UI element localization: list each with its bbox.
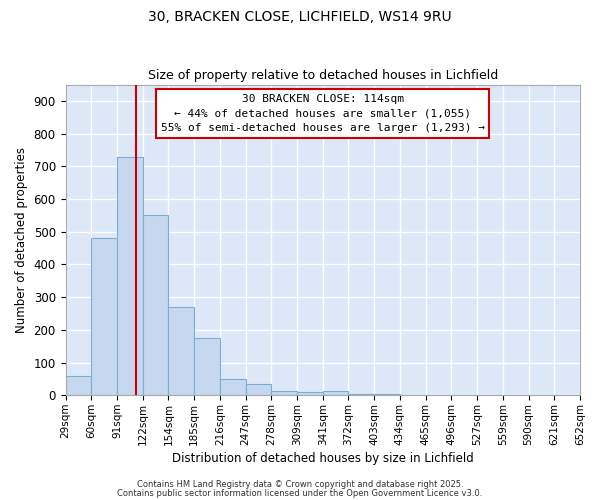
Bar xyxy=(271,392,297,396)
Bar xyxy=(374,394,400,396)
Text: 30 BRACKEN CLOSE: 114sqm
← 44% of detached houses are smaller (1,055)
55% of sem: 30 BRACKEN CLOSE: 114sqm ← 44% of detach… xyxy=(161,94,485,134)
Text: Contains public sector information licensed under the Open Government Licence v3: Contains public sector information licen… xyxy=(118,488,482,498)
Text: 30, BRACKEN CLOSE, LICHFIELD, WS14 9RU: 30, BRACKEN CLOSE, LICHFIELD, WS14 9RU xyxy=(148,10,452,24)
Bar xyxy=(169,307,194,396)
Bar xyxy=(323,392,349,396)
Bar xyxy=(220,379,245,396)
X-axis label: Distribution of detached houses by size in Lichfield: Distribution of detached houses by size … xyxy=(172,452,473,465)
Bar xyxy=(65,376,91,396)
Bar xyxy=(194,338,220,396)
Bar xyxy=(117,156,143,396)
Bar xyxy=(349,394,374,396)
Bar xyxy=(297,392,323,396)
Bar xyxy=(91,238,117,396)
Bar xyxy=(245,384,271,396)
Bar xyxy=(143,216,169,396)
Title: Size of property relative to detached houses in Lichfield: Size of property relative to detached ho… xyxy=(148,69,498,82)
Text: Contains HM Land Registry data © Crown copyright and database right 2025.: Contains HM Land Registry data © Crown c… xyxy=(137,480,463,489)
Y-axis label: Number of detached properties: Number of detached properties xyxy=(15,147,28,333)
